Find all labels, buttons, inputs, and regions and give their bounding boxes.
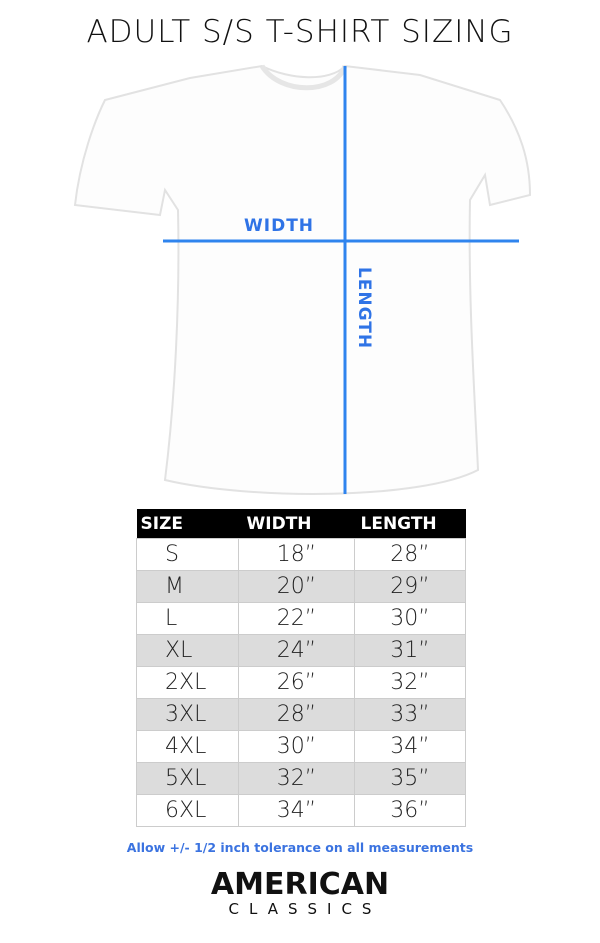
header-width: WIDTH <box>238 509 355 539</box>
logo-line2: CLASSICS <box>228 900 382 918</box>
cell-size: 3XL <box>136 698 239 731</box>
cell-width: 28” <box>238 698 355 731</box>
cell-length: 29” <box>354 570 466 603</box>
cell-length: 35” <box>354 762 466 795</box>
table-row: 6XL 34” 36” <box>136 794 466 827</box>
page-title: ADULT S/S T-SHIRT SIZING <box>86 14 514 50</box>
cell-length: 36” <box>354 794 466 827</box>
cell-width: 30” <box>238 730 355 763</box>
cell-size: 6XL <box>136 794 239 827</box>
table-row: 4XL 30” 34” <box>136 730 466 763</box>
table-row: 5XL 32” 35” <box>136 762 466 795</box>
cell-length: 34” <box>354 730 466 763</box>
table-row: S 18” 28” <box>136 538 466 571</box>
cell-size: M <box>136 570 239 603</box>
cell-length: 33” <box>354 698 466 731</box>
t-shirt-body <box>73 64 532 495</box>
cell-length: 28” <box>354 538 466 571</box>
cell-width: 34” <box>238 794 355 827</box>
header-length: LENGTH <box>354 509 466 539</box>
cell-width: 32” <box>238 762 355 795</box>
table-row: L 22” 30” <box>136 602 466 635</box>
table-header: SIZE WIDTH LENGTH <box>136 509 466 539</box>
cell-width: 18” <box>238 538 355 571</box>
cell-size: L <box>136 602 239 635</box>
table-row: XL 24” 31” <box>136 634 466 667</box>
cell-width: 20” <box>238 570 355 603</box>
size-table: SIZE WIDTH LENGTH S 18” 28” M 20” 29” L 22” 30” X… <box>136 509 466 827</box>
width-label: WIDTH <box>244 216 315 236</box>
cell-size: 4XL <box>136 730 239 763</box>
cell-size: 5XL <box>136 762 239 795</box>
logo-line1: AMERICAN <box>210 867 390 902</box>
tolerance-note: Allow +/- 1/2 inch tolerance on all meas… <box>126 840 474 855</box>
table-row: 3XL 28” 33” <box>136 698 466 731</box>
header-size: SIZE <box>136 509 239 539</box>
table-row: M 20” 29” <box>136 570 466 603</box>
length-label: LENGTH <box>354 266 374 350</box>
cell-size: 2XL <box>136 666 239 699</box>
cell-width: 26” <box>238 666 355 699</box>
t-shirt-collar <box>259 64 348 91</box>
cell-width: 24” <box>238 634 355 667</box>
table-row: 2XL 26” 32” <box>136 666 466 699</box>
brand-logo: AMERICAN CLASSICS <box>0 867 600 919</box>
cell-length: 31” <box>354 634 466 667</box>
cell-length: 30” <box>354 602 466 635</box>
cell-width: 22” <box>238 602 355 635</box>
cell-size: S <box>136 538 239 571</box>
cell-length: 32” <box>354 666 466 699</box>
cell-size: XL <box>136 634 239 667</box>
t-shirt-image <box>73 64 532 495</box>
